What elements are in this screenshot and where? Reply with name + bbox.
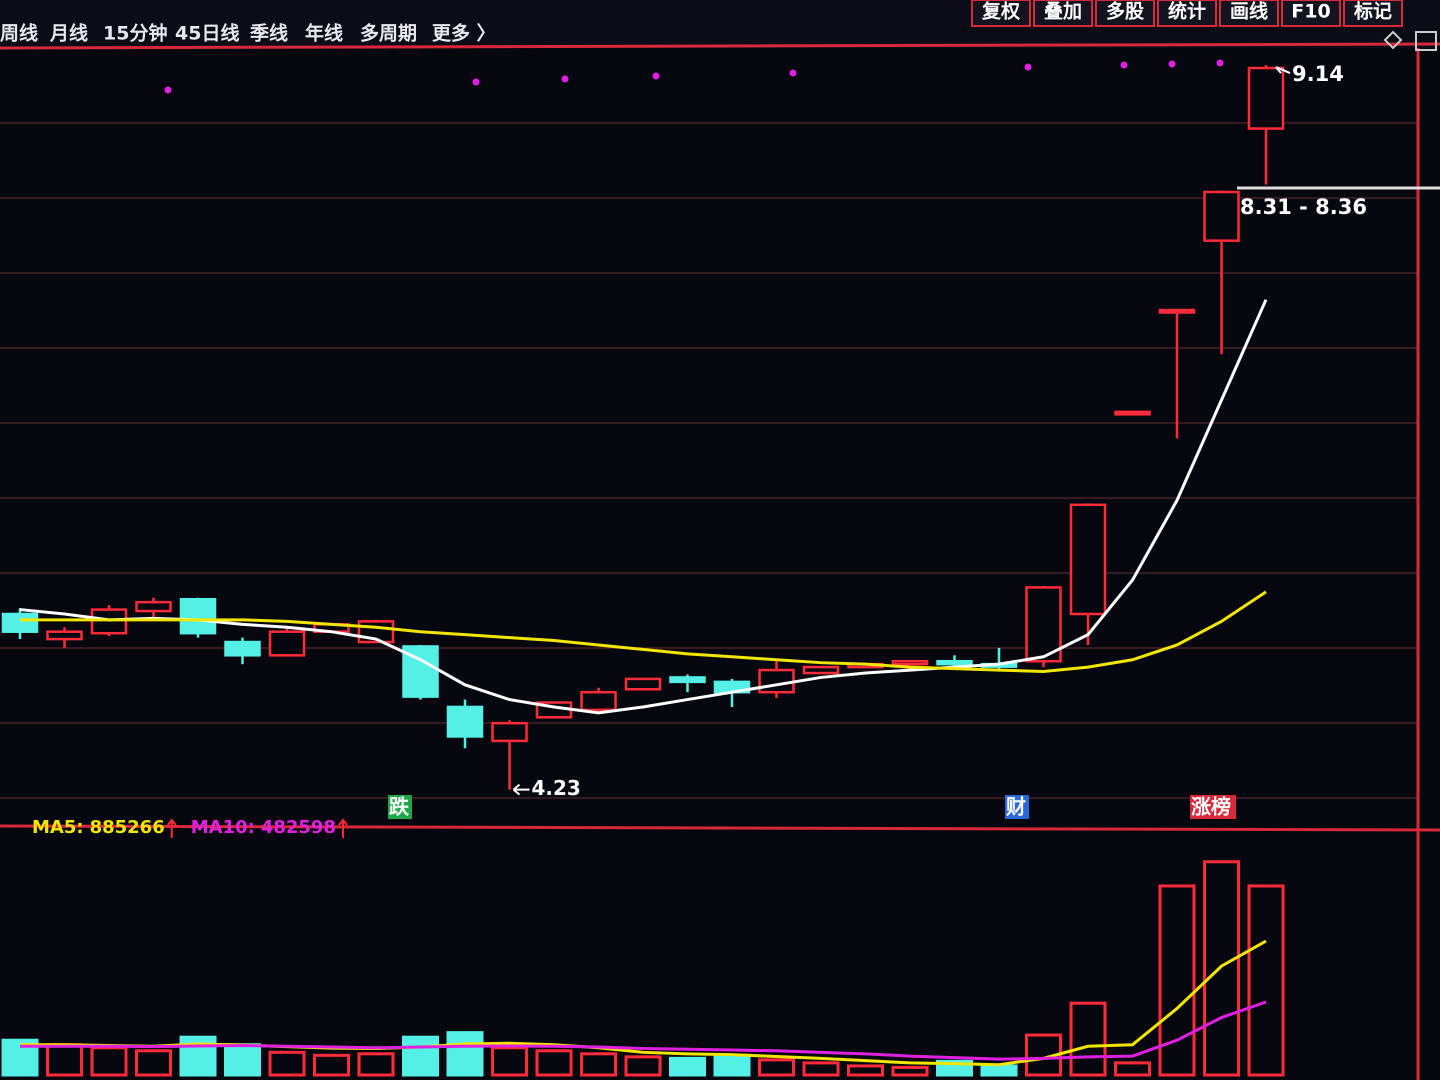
volume-bar bbox=[847, 1064, 884, 1077]
volume-bar bbox=[1114, 1061, 1151, 1077]
period-tab[interactable]: 月线 bbox=[49, 22, 88, 45]
legend-value: 885266 bbox=[90, 817, 165, 838]
candle-body bbox=[1, 612, 39, 633]
candle-body bbox=[1069, 503, 1107, 616]
volume-bar bbox=[624, 1055, 662, 1077]
legend-arrow bbox=[166, 818, 177, 838]
low-arrow bbox=[512, 783, 530, 796]
toolbar-button[interactable] bbox=[1157, 0, 1217, 27]
period-tab[interactable]: 45日线 bbox=[175, 22, 239, 45]
candle-body bbox=[669, 676, 706, 684]
candle-body bbox=[580, 690, 617, 712]
volume-bar bbox=[891, 1065, 929, 1077]
high-arrow bbox=[1275, 66, 1291, 75]
period-tab[interactable]: 15分钟 bbox=[103, 22, 167, 45]
volume-bar bbox=[1158, 884, 1196, 1077]
toolbar-button[interactable] bbox=[971, 0, 1031, 27]
period-tab[interactable]: 更多 〉 bbox=[432, 22, 496, 45]
volume-bar bbox=[802, 1061, 840, 1077]
volume-bar bbox=[1069, 1001, 1107, 1077]
volume-bar bbox=[1, 1038, 39, 1077]
event-marker: 财 bbox=[1006, 795, 1026, 819]
signal-dots bbox=[164, 59, 1224, 94]
volume-bar bbox=[669, 1056, 706, 1077]
layout-icon[interactable] bbox=[1415, 31, 1437, 51]
toolbar-button[interactable] bbox=[1095, 0, 1155, 27]
toolbar-button-label[interactable]: 叠加 bbox=[1044, 1, 1082, 23]
toolbar-button-label[interactable]: 标记 bbox=[1354, 1, 1392, 23]
event-marker-bg bbox=[388, 795, 412, 819]
volume-bar bbox=[268, 1050, 306, 1077]
candle-body bbox=[1025, 586, 1062, 663]
volume-bar bbox=[224, 1043, 261, 1077]
volume-bar bbox=[313, 1053, 350, 1077]
event-marker-bg bbox=[1190, 795, 1236, 819]
panel-separator bbox=[0, 824, 1440, 832]
period-tab[interactable]: 年线 bbox=[305, 22, 343, 45]
toolbar-button[interactable] bbox=[1033, 0, 1093, 27]
toolbar-button-label[interactable]: 画线 bbox=[1230, 0, 1268, 23]
legend-name: MA5: bbox=[32, 817, 84, 838]
toolbar-button-label[interactable]: F10 bbox=[1291, 1, 1330, 23]
volume-bar bbox=[713, 1053, 751, 1077]
candle-body bbox=[446, 705, 484, 738]
volume-bar bbox=[535, 1049, 573, 1077]
volume-bar bbox=[402, 1035, 439, 1077]
volume-bar bbox=[446, 1031, 484, 1077]
event-marker: 跌 bbox=[389, 795, 410, 819]
candle-body bbox=[1247, 66, 1285, 130]
volume-bar bbox=[357, 1052, 395, 1077]
volume-bar bbox=[90, 1046, 128, 1077]
candle-body bbox=[224, 640, 261, 657]
candle-body bbox=[46, 630, 83, 641]
period-tab[interactable]: 多周期 bbox=[360, 22, 417, 45]
event-marker: 涨榜 bbox=[1191, 795, 1231, 819]
candle-body bbox=[758, 668, 795, 694]
toolbar-button-label[interactable]: 多股 bbox=[1106, 0, 1144, 23]
candle-body bbox=[624, 677, 662, 691]
candle-body bbox=[268, 630, 306, 657]
legend-value: 482598 bbox=[261, 817, 336, 838]
toolbar-button[interactable] bbox=[1219, 0, 1279, 27]
candle-body bbox=[135, 600, 172, 613]
volume-bar bbox=[980, 1064, 1018, 1077]
toolbar-button-label[interactable]: 统计 bbox=[1168, 0, 1206, 23]
diamond-icon[interactable] bbox=[1383, 30, 1403, 50]
legend-arrow bbox=[338, 818, 348, 838]
ma-line bbox=[20, 590, 1267, 674]
candle-body bbox=[1158, 308, 1196, 314]
volume-bar bbox=[1247, 884, 1285, 1077]
candle-body bbox=[936, 659, 973, 666]
volume-bar bbox=[491, 1046, 528, 1077]
crosshair-readout: 8.31 - 8.36 bbox=[1240, 195, 1367, 219]
toolbar-button-label[interactable]: 复权 bbox=[981, 0, 1020, 23]
toolbar-border bbox=[0, 42, 1440, 50]
volume-bar bbox=[135, 1049, 172, 1077]
toolbar-button[interactable] bbox=[1343, 0, 1403, 27]
toolbar-button[interactable] bbox=[1281, 0, 1341, 27]
event-marker-bg bbox=[1005, 795, 1029, 819]
volume-bar bbox=[1203, 860, 1240, 1077]
candle-body bbox=[1203, 190, 1240, 242]
candle-body bbox=[802, 665, 840, 675]
ma-line bbox=[19, 299, 1268, 715]
high-label: 9.14 bbox=[1292, 62, 1344, 86]
candle-body bbox=[891, 659, 929, 666]
low-label: 4.23 bbox=[532, 776, 581, 800]
volume-bar bbox=[580, 1052, 617, 1077]
volume-ma-line bbox=[20, 1000, 1267, 1061]
legend-name: MA10: bbox=[191, 817, 255, 838]
period-tab[interactable]: 周线 bbox=[0, 22, 38, 45]
candle-body bbox=[1114, 410, 1151, 416]
volume-bar bbox=[46, 1043, 83, 1077]
candle-body bbox=[491, 721, 528, 743]
period-tab[interactable]: 季线 bbox=[250, 22, 288, 45]
volume-bar bbox=[758, 1058, 795, 1077]
candle-body bbox=[179, 597, 217, 635]
